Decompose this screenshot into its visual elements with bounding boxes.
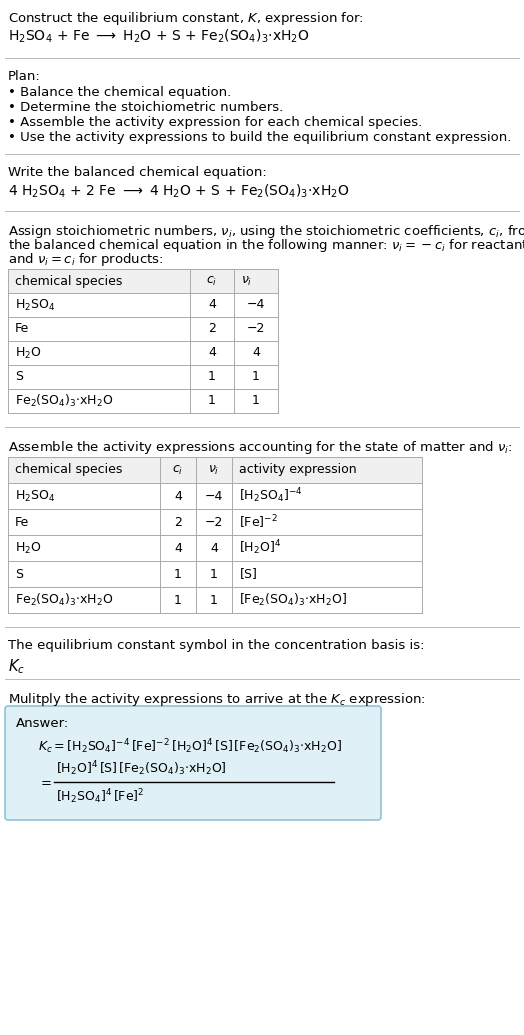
Text: $\mathrm{H_2SO_4}$: $\mathrm{H_2SO_4}$	[15, 297, 56, 313]
Text: $[\mathrm{H_2O}]^4\,[\mathrm{S}]\,[\mathrm{Fe_2(SO_4)_3{\cdot}xH_2O}]$: $[\mathrm{H_2O}]^4\,[\mathrm{S}]\,[\math…	[56, 760, 227, 778]
Text: 4: 4	[208, 298, 216, 312]
Text: 4: 4	[208, 347, 216, 359]
Text: 4: 4	[174, 490, 182, 503]
Text: $=$: $=$	[38, 775, 52, 789]
Text: Assemble the activity expressions accounting for the state of matter and $\nu_i$: Assemble the activity expressions accoun…	[8, 439, 512, 456]
Bar	[8, 269, 278, 293]
Text: $\mathrm{H_2O}$: $\mathrm{H_2O}$	[15, 540, 41, 556]
Text: $\mathrm{Fe_2(SO_4)_3{\cdot}xH_2O}$: $\mathrm{Fe_2(SO_4)_3{\cdot}xH_2O}$	[15, 592, 114, 608]
Text: Assign stoichiometric numbers, $\nu_i$, using the stoichiometric coefficients, $: Assign stoichiometric numbers, $\nu_i$, …	[8, 223, 524, 240]
Text: $[\mathrm{H_2SO_4}]^{-4}$: $[\mathrm{H_2SO_4}]^{-4}$	[239, 486, 302, 505]
Text: 1: 1	[208, 394, 216, 408]
Text: chemical species: chemical species	[15, 464, 123, 476]
Text: $[\mathrm{Fe_2(SO_4)_3{\cdot}xH_2O}]$: $[\mathrm{Fe_2(SO_4)_3{\cdot}xH_2O}]$	[239, 592, 347, 608]
FancyBboxPatch shape	[5, 706, 381, 820]
Text: 4 $\mathrm{H_2SO_4}$ + 2 Fe $\longrightarrow$ 4 $\mathrm{H_2O}$ + S + $\mathrm{F: 4 $\mathrm{H_2SO_4}$ + 2 Fe $\longrighta…	[8, 183, 350, 201]
Text: Fe: Fe	[15, 515, 29, 529]
Text: 1: 1	[174, 567, 182, 581]
Text: 1: 1	[210, 593, 218, 607]
Text: • Determine the stoichiometric numbers.: • Determine the stoichiometric numbers.	[8, 101, 283, 114]
Text: $[\mathrm{S}]$: $[\mathrm{S}]$	[239, 566, 258, 582]
Text: and $\nu_i = c_i$ for products:: and $\nu_i = c_i$ for products:	[8, 252, 163, 268]
Text: activity expression: activity expression	[239, 464, 357, 476]
Text: Answer:: Answer:	[16, 717, 69, 730]
Text: $\nu_i$: $\nu_i$	[241, 274, 253, 288]
Text: The equilibrium constant symbol in the concentration basis is:: The equilibrium constant symbol in the c…	[8, 639, 424, 652]
Text: $\mathrm{H_2SO_4}$: $\mathrm{H_2SO_4}$	[15, 489, 56, 504]
Text: $[\mathrm{Fe}]^{-2}$: $[\mathrm{Fe}]^{-2}$	[239, 513, 278, 531]
Text: • Assemble the activity expression for each chemical species.: • Assemble the activity expression for e…	[8, 116, 422, 129]
Text: chemical species: chemical species	[15, 274, 123, 288]
Text: $\mathrm{Fe_2(SO_4)_3{\cdot}xH_2O}$: $\mathrm{Fe_2(SO_4)_3{\cdot}xH_2O}$	[15, 393, 114, 409]
Text: Mulitply the activity expressions to arrive at the $K_c$ expression:: Mulitply the activity expressions to arr…	[8, 691, 426, 708]
Bar	[8, 457, 422, 483]
Text: −4: −4	[205, 490, 223, 503]
Text: $c_i$: $c_i$	[206, 274, 217, 288]
Text: −2: −2	[205, 515, 223, 529]
Text: 1: 1	[174, 593, 182, 607]
Text: the balanced chemical equation in the following manner: $\nu_i = -c_i$ for react: the balanced chemical equation in the fo…	[8, 237, 524, 254]
Text: −4: −4	[247, 298, 265, 312]
Text: Plan:: Plan:	[8, 70, 41, 83]
Text: $K_c = [\mathrm{H_2SO_4}]^{-4}\,[\mathrm{Fe}]^{-2}\,[\mathrm{H_2O}]^4\,[\mathrm{: $K_c = [\mathrm{H_2SO_4}]^{-4}\,[\mathrm…	[38, 737, 342, 756]
Text: 1: 1	[252, 371, 260, 384]
Text: 2: 2	[208, 323, 216, 335]
Text: $c_i$: $c_i$	[172, 464, 183, 476]
Text: 1: 1	[208, 371, 216, 384]
Text: Fe: Fe	[15, 323, 29, 335]
Text: 2: 2	[174, 515, 182, 529]
Text: • Balance the chemical equation.: • Balance the chemical equation.	[8, 86, 231, 99]
Text: S: S	[15, 567, 23, 581]
Text: $\nu_i$: $\nu_i$	[209, 464, 220, 476]
Text: $K_c$: $K_c$	[8, 657, 25, 676]
Text: −2: −2	[247, 323, 265, 335]
Text: 4: 4	[252, 347, 260, 359]
Text: $[\mathrm{H_2SO_4}]^4\,[\mathrm{Fe}]^2$: $[\mathrm{H_2SO_4}]^4\,[\mathrm{Fe}]^2$	[56, 788, 145, 806]
Text: 1: 1	[210, 567, 218, 581]
Text: Write the balanced chemical equation:: Write the balanced chemical equation:	[8, 166, 267, 179]
Text: $[\mathrm{H_2O}]^4$: $[\mathrm{H_2O}]^4$	[239, 538, 281, 558]
Text: S: S	[15, 371, 23, 384]
Text: 4: 4	[210, 541, 218, 555]
Text: $\mathrm{H_2SO_4}$ + Fe $\longrightarrow$ $\mathrm{H_2O}$ + S + $\mathrm{Fe_2(SO: $\mathrm{H_2SO_4}$ + Fe $\longrightarrow…	[8, 28, 310, 46]
Text: 4: 4	[174, 541, 182, 555]
Text: • Use the activity expressions to build the equilibrium constant expression.: • Use the activity expressions to build …	[8, 131, 511, 144]
Text: $\mathrm{H_2O}$: $\mathrm{H_2O}$	[15, 346, 41, 360]
Text: 1: 1	[252, 394, 260, 408]
Text: Construct the equilibrium constant, $K$, expression for:: Construct the equilibrium constant, $K$,…	[8, 10, 364, 27]
